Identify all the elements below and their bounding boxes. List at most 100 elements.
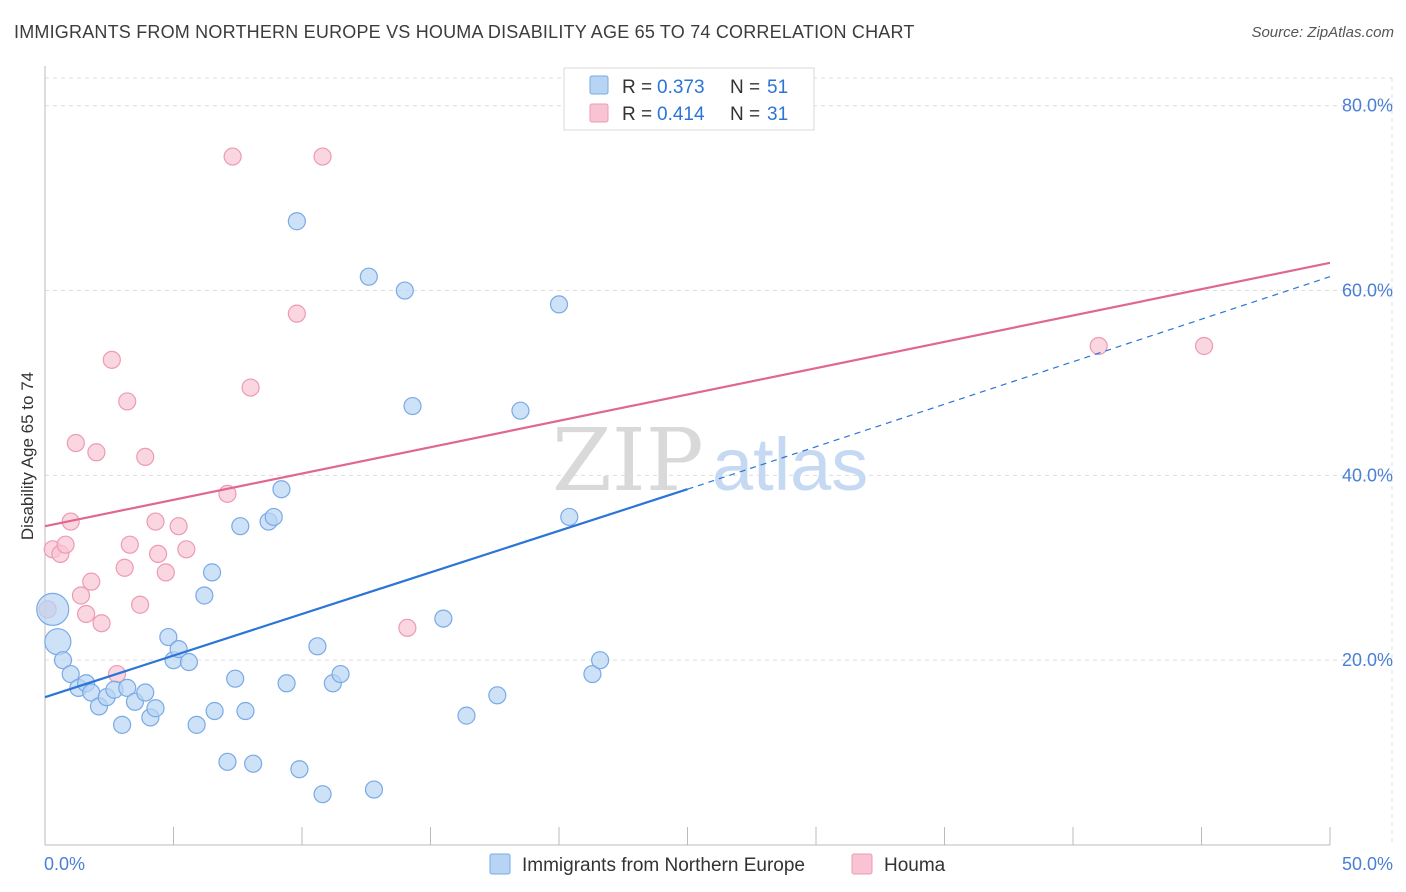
x-tick-label-max: 50.0%: [1342, 854, 1393, 874]
northern-europe-point: [226, 669, 245, 688]
houma-point: [82, 572, 101, 591]
watermark-atlas: atlas: [712, 423, 868, 506]
legend-r-value-blue: 0.373: [657, 77, 705, 98]
houma-trend-line: [44, 261, 1331, 528]
houma-point: [241, 378, 260, 397]
northern-europe-points: [36, 212, 610, 804]
northern-europe-point: [560, 507, 579, 527]
bottom-legend-label-pink: Houma: [884, 855, 946, 876]
northern-europe-point: [488, 686, 507, 705]
northern-europe-point: [403, 396, 422, 416]
x-tick-label-min: 0.0%: [44, 854, 85, 874]
northern-europe-point: [195, 586, 214, 605]
northern-europe-point: [218, 752, 237, 771]
legend-n-value-pink: 31: [767, 104, 788, 125]
houma-point: [71, 586, 91, 605]
northern-europe-point: [205, 701, 224, 721]
houma-point: [130, 595, 150, 614]
northern-europe-point: [359, 267, 378, 286]
northern-europe-trend-line: [44, 488, 688, 699]
houma-point: [77, 604, 96, 624]
northern-europe-trend-extension: [687, 276, 1331, 490]
houma-point: [177, 540, 196, 559]
houma-point: [1194, 336, 1214, 356]
houma-point: [56, 535, 75, 554]
bottom-legend-swatch-pink: [851, 853, 873, 875]
northern-europe-point: [264, 507, 283, 527]
northern-europe-point: [112, 715, 132, 734]
y-tick-label: 60.0%: [1342, 281, 1393, 301]
northern-europe-point: [511, 401, 530, 420]
houma-point: [156, 563, 175, 582]
y-tick-label: 20.0%: [1342, 650, 1393, 670]
northern-europe-point: [313, 785, 332, 804]
northern-europe-point: [187, 715, 206, 734]
northern-europe-point: [290, 760, 309, 779]
northern-europe-point: [272, 480, 291, 499]
northern-europe-point: [308, 637, 327, 656]
y-tick-label: 40.0%: [1342, 465, 1393, 485]
houma-point: [169, 517, 188, 536]
watermark-zip: ZIP: [552, 411, 704, 511]
northern-europe-point: [549, 295, 569, 314]
y-axis-title: Disability Age 65 to 74: [18, 372, 37, 540]
northern-europe-point: [136, 683, 155, 702]
houma-point: [118, 392, 137, 411]
chart-title: IMMIGRANTS FROM NORTHERN EUROPE VS HOUMA…: [14, 22, 915, 42]
northern-europe-point: [583, 664, 602, 684]
northern-europe-point: [231, 517, 250, 536]
houma-point: [120, 535, 139, 554]
northern-europe-point: [244, 754, 263, 773]
houma-point: [223, 147, 242, 166]
houma-point: [92, 614, 111, 633]
northern-europe-point: [61, 664, 80, 684]
northern-europe-point: [146, 699, 165, 718]
northern-europe-point: [159, 627, 178, 647]
legend-swatch-pink: [589, 103, 609, 123]
houma-point: [66, 433, 85, 453]
houma-point: [398, 618, 417, 637]
legend-n-value-blue: 51: [767, 77, 788, 98]
bottom-legend-label-blue: Immigrants from Northern Europe: [522, 855, 805, 876]
northern-europe-point: [364, 780, 384, 799]
series-legend: Immigrants from Northern Europe Houma: [489, 853, 946, 876]
trend-lines: [44, 261, 1331, 699]
bottom-legend-swatch-blue: [489, 853, 511, 875]
northern-europe-point: [36, 592, 70, 626]
northern-europe-point: [395, 281, 414, 300]
houma-point: [287, 304, 306, 323]
axes: [44, 66, 1331, 846]
northern-europe-point: [331, 664, 350, 684]
northern-europe-point: [118, 678, 137, 698]
houma-point: [115, 558, 134, 577]
legend-r-value-pink: 0.414: [657, 104, 705, 125]
legend-n-label: N =: [730, 104, 760, 125]
northern-europe-point: [434, 609, 453, 628]
legend-r-label: R =: [622, 104, 652, 125]
legend-n-label: N =: [730, 77, 760, 98]
houma-point: [87, 443, 106, 462]
houma-point: [148, 544, 168, 564]
correlation-legend: R = 0.373 N = 51 R = 0.414 N = 31: [563, 67, 815, 131]
chart-source: Source: ZipAtlas.com: [1251, 24, 1394, 41]
northern-europe-point: [591, 651, 610, 670]
northern-europe-point: [277, 674, 296, 693]
northern-europe-point: [457, 706, 476, 725]
houma-point: [102, 350, 121, 369]
y-tick-label: 80.0%: [1342, 96, 1393, 116]
watermark: ZIP atlas: [552, 411, 868, 511]
legend-r-label: R =: [622, 77, 652, 98]
houma-point: [136, 447, 155, 466]
legend-swatch-blue: [589, 75, 609, 95]
houma-point: [146, 512, 165, 531]
tick-labels: 20.0% 40.0% 60.0% 80.0% 0.0% 50.0%: [44, 96, 1393, 874]
northern-europe-point: [53, 651, 73, 670]
houma-point: [1089, 336, 1108, 356]
northern-europe-point: [236, 701, 255, 721]
northern-europe-point: [287, 212, 306, 231]
northern-europe-point: [202, 563, 222, 582]
northern-europe-point: [44, 628, 72, 656]
northern-europe-point: [179, 652, 199, 672]
houma-point: [313, 147, 332, 166]
